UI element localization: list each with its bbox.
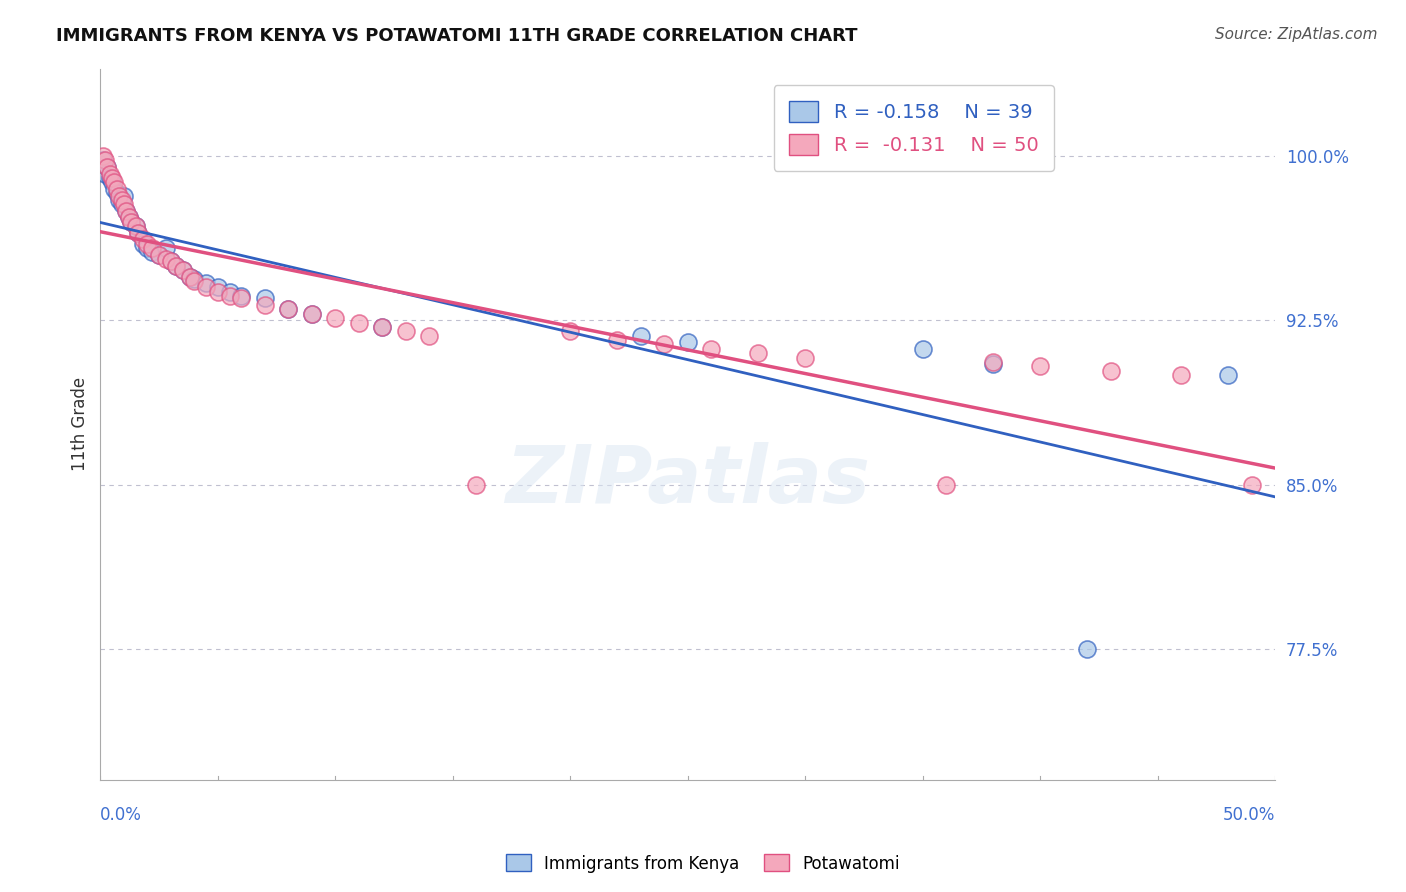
Point bbox=[115, 203, 138, 218]
Point bbox=[127, 226, 149, 240]
Point bbox=[98, 167, 121, 181]
Point bbox=[155, 252, 177, 266]
Point bbox=[94, 153, 117, 168]
Point bbox=[165, 259, 187, 273]
Point bbox=[112, 197, 135, 211]
Point bbox=[371, 319, 394, 334]
Point bbox=[117, 211, 139, 225]
Point bbox=[195, 276, 218, 290]
Point bbox=[155, 241, 177, 255]
Point bbox=[231, 292, 253, 306]
Point bbox=[103, 182, 125, 196]
Point bbox=[983, 355, 1005, 369]
Legend: R = -0.158    N = 39, R =  -0.131    N = 50: R = -0.158 N = 39, R = -0.131 N = 50 bbox=[773, 86, 1054, 170]
Point bbox=[131, 236, 153, 251]
Point bbox=[110, 193, 132, 207]
Point bbox=[654, 337, 676, 351]
Point bbox=[207, 280, 229, 294]
Point bbox=[277, 302, 299, 317]
Point bbox=[179, 269, 201, 284]
Point bbox=[794, 351, 817, 365]
Point bbox=[124, 219, 146, 234]
Point bbox=[117, 211, 139, 225]
Point bbox=[911, 342, 934, 356]
Point bbox=[195, 280, 218, 294]
Point bbox=[700, 342, 723, 356]
Point bbox=[172, 263, 194, 277]
Point bbox=[301, 307, 323, 321]
Legend: Immigrants from Kenya, Potawatomi: Immigrants from Kenya, Potawatomi bbox=[499, 847, 907, 880]
Point bbox=[105, 182, 128, 196]
Point bbox=[207, 285, 229, 299]
Point bbox=[253, 292, 276, 306]
Point bbox=[1240, 477, 1263, 491]
Point bbox=[101, 175, 124, 189]
Point bbox=[606, 333, 628, 347]
Point bbox=[108, 188, 131, 202]
Point bbox=[1099, 364, 1122, 378]
Point bbox=[183, 274, 205, 288]
Y-axis label: 11th Grade: 11th Grade bbox=[72, 377, 89, 471]
Point bbox=[103, 175, 125, 189]
Point bbox=[108, 193, 131, 207]
Point bbox=[160, 254, 183, 268]
Point bbox=[183, 271, 205, 285]
Point bbox=[277, 302, 299, 317]
Point bbox=[172, 263, 194, 277]
Point bbox=[465, 477, 488, 491]
Point bbox=[253, 298, 276, 312]
Point bbox=[127, 226, 149, 240]
Point bbox=[1029, 359, 1052, 374]
Point bbox=[124, 219, 146, 234]
Point bbox=[110, 197, 132, 211]
Point bbox=[560, 324, 582, 338]
Point bbox=[141, 241, 163, 255]
Text: ZIPatlas: ZIPatlas bbox=[505, 442, 870, 520]
Point bbox=[231, 289, 253, 303]
Text: Source: ZipAtlas.com: Source: ZipAtlas.com bbox=[1215, 27, 1378, 42]
Point bbox=[105, 186, 128, 201]
Point bbox=[160, 254, 183, 268]
Point bbox=[148, 247, 170, 261]
Point bbox=[131, 232, 153, 246]
Point bbox=[676, 335, 699, 350]
Point bbox=[347, 316, 370, 330]
Point bbox=[325, 311, 347, 326]
Point bbox=[148, 247, 170, 261]
Point bbox=[218, 289, 240, 303]
Point bbox=[136, 236, 159, 251]
Point bbox=[1076, 641, 1098, 656]
Point bbox=[1218, 368, 1240, 382]
Point bbox=[301, 307, 323, 321]
Point bbox=[94, 167, 117, 181]
Point bbox=[630, 328, 652, 343]
Point bbox=[101, 171, 124, 186]
Point bbox=[1170, 368, 1192, 382]
Point bbox=[112, 188, 135, 202]
Point bbox=[983, 357, 1005, 371]
Point bbox=[935, 477, 957, 491]
Point bbox=[96, 160, 118, 174]
Point bbox=[165, 259, 187, 273]
Point bbox=[371, 319, 394, 334]
Point bbox=[115, 203, 138, 218]
Point bbox=[141, 245, 163, 260]
Point bbox=[418, 328, 440, 343]
Point bbox=[91, 149, 114, 163]
Point bbox=[747, 346, 769, 360]
Point bbox=[395, 324, 418, 338]
Point bbox=[120, 215, 142, 229]
Text: 50.0%: 50.0% bbox=[1223, 806, 1275, 824]
Point bbox=[136, 241, 159, 255]
Point bbox=[96, 160, 118, 174]
Point bbox=[120, 215, 142, 229]
Point bbox=[98, 171, 121, 186]
Point bbox=[218, 285, 240, 299]
Point bbox=[179, 269, 201, 284]
Text: 0.0%: 0.0% bbox=[100, 806, 142, 824]
Point bbox=[91, 153, 114, 168]
Text: IMMIGRANTS FROM KENYA VS POTAWATOMI 11TH GRADE CORRELATION CHART: IMMIGRANTS FROM KENYA VS POTAWATOMI 11TH… bbox=[56, 27, 858, 45]
